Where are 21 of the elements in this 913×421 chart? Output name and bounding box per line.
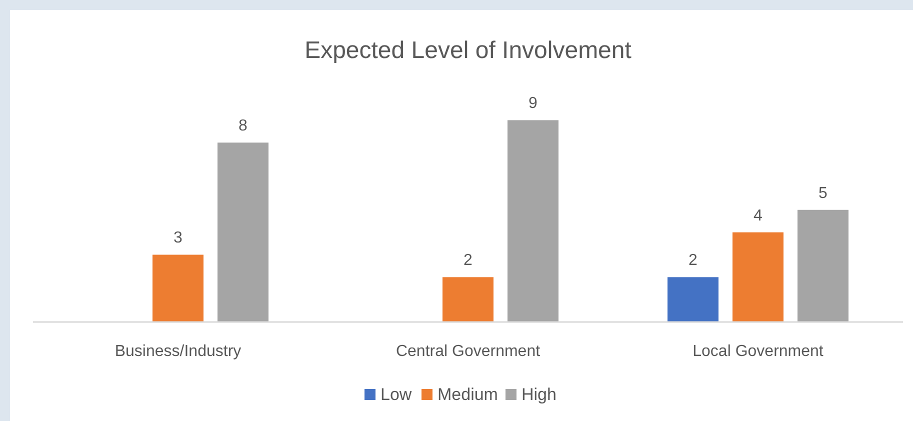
bar — [152, 254, 204, 322]
x-tick-label: Business/Industry — [114, 343, 242, 360]
data-label: 4 — [754, 207, 763, 224]
bar — [508, 120, 558, 322]
legend-label: High — [522, 385, 556, 404]
data-label: 8 — [238, 118, 248, 135]
data-label: 9 — [528, 95, 538, 112]
data-label: 5 — [818, 184, 828, 202]
data-label: 3 — [174, 230, 183, 247]
bar — [798, 210, 848, 322]
x-tick-label: Local Government — [692, 343, 824, 360]
bar — [218, 142, 268, 322]
bar — [732, 232, 784, 322]
data-label: 2 — [688, 252, 698, 270]
data-label: 2 — [464, 252, 473, 270]
chart-title: Expected Level of Involvement — [304, 37, 632, 64]
legend-label: Medium — [438, 385, 498, 404]
bar — [442, 277, 494, 322]
bar — [668, 277, 718, 322]
legend-label: Low — [380, 385, 412, 404]
x-tick-label: Central Government — [396, 343, 541, 360]
